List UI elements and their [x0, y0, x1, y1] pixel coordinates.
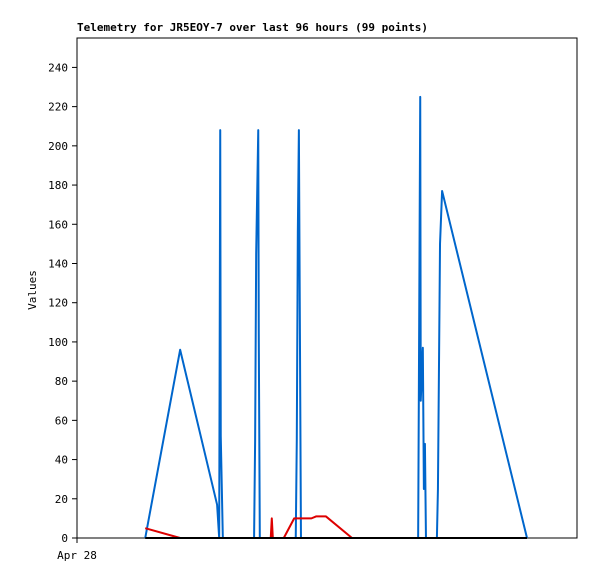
y-tick-label: 0 — [61, 532, 68, 545]
y-tick-label: 80 — [55, 375, 68, 388]
y-tick-label: 40 — [55, 454, 68, 467]
y-tick-label: 20 — [55, 493, 68, 506]
y-tick-label: 120 — [48, 297, 68, 310]
y-tick-label: 180 — [48, 179, 68, 192]
x-tick-label: Apr 28 — [57, 549, 97, 562]
y-tick-label: 200 — [48, 140, 68, 153]
chart-title: Telemetry for JR5EOY-7 over last 96 hour… — [77, 21, 428, 34]
y-tick-label: 140 — [48, 257, 68, 270]
y-axis-label: Values — [26, 270, 39, 310]
y-tick-label: 100 — [48, 336, 68, 349]
y-tick-label: 160 — [48, 218, 68, 231]
y-tick-label: 220 — [48, 101, 68, 114]
y-tick-label: 60 — [55, 414, 68, 427]
y-tick-label: 240 — [48, 61, 68, 74]
data-line — [144, 95, 528, 539]
